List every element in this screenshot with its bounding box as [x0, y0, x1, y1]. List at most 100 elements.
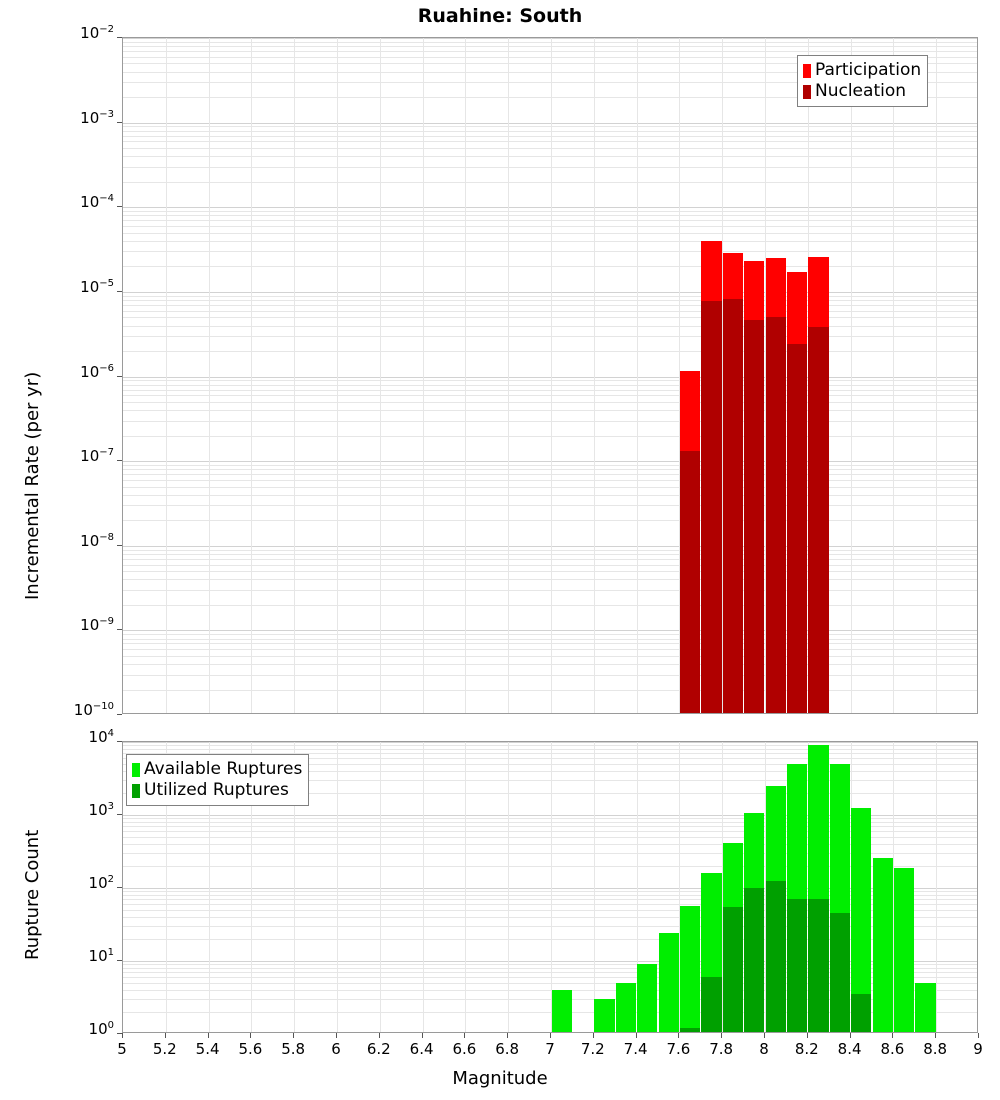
gridline-minor — [123, 220, 977, 222]
gridline-minor — [123, 604, 977, 606]
gridline-major — [123, 888, 977, 889]
x-tick-label: 5 — [117, 1040, 127, 1058]
gridline-minor — [123, 266, 977, 268]
top-panel-y-axis-label: Incremental Rate (per yr) — [22, 371, 43, 600]
x-tick-mark — [507, 1033, 509, 1038]
x-tick-mark — [164, 1033, 166, 1038]
gridline-minor — [123, 763, 977, 765]
y-tick-label: 102 — [88, 874, 114, 892]
bar-utilized-ruptures — [808, 899, 829, 1032]
gridline-vertical — [850, 38, 852, 713]
chart-title: Ruahine: South — [417, 5, 583, 27]
bar-available-ruptures — [915, 982, 936, 1032]
legend-swatch-nucleation — [803, 84, 811, 99]
y-tick-mark — [117, 37, 122, 38]
gridline-vertical — [294, 742, 296, 1032]
gridline-minor — [123, 558, 977, 560]
gridline-minor — [123, 46, 977, 48]
gridline-minor — [123, 486, 977, 488]
x-tick-label: 9 — [973, 1040, 983, 1058]
gridline-vertical — [636, 38, 638, 713]
gridline-major — [123, 38, 977, 39]
gridline-minor — [123, 97, 977, 99]
gridline-vertical — [508, 742, 510, 1032]
x-tick-label: 7.4 — [623, 1040, 648, 1058]
legend-swatch-available-ruptures — [132, 762, 140, 777]
bar-utilized-ruptures — [701, 977, 722, 1032]
gridline-minor — [123, 135, 977, 137]
bar-utilized-ruptures — [765, 880, 786, 1032]
gridline-minor — [123, 474, 977, 476]
gridline-major — [123, 742, 977, 743]
gridline-minor — [123, 226, 977, 228]
x-tick-label: 7.6 — [666, 1040, 691, 1058]
bar-available-ruptures — [551, 990, 572, 1032]
gridline-vertical — [636, 742, 638, 1032]
gridline-minor — [123, 909, 977, 911]
bar-nucleation — [744, 319, 765, 713]
gridline-minor — [123, 520, 977, 522]
gridline-minor — [123, 972, 977, 974]
gridline-vertical — [379, 38, 381, 713]
bottom-panel-legend: Available Ruptures Utilized Ruptures — [126, 754, 310, 806]
bar-available-ruptures — [615, 982, 637, 1032]
gridline-minor — [123, 638, 977, 640]
gridline-minor — [123, 745, 977, 747]
y-tick-mark — [117, 1033, 122, 1034]
x-tick-mark — [122, 1033, 123, 1038]
gridline-minor — [123, 63, 977, 65]
bar-nucleation — [679, 451, 701, 713]
gridline-minor — [123, 71, 977, 73]
gridline-vertical — [208, 742, 210, 1032]
gridline-minor — [123, 977, 977, 979]
gridline-minor — [123, 51, 977, 53]
x-tick-mark — [592, 1033, 594, 1038]
x-tick-label: 7.8 — [709, 1040, 734, 1058]
gridline-minor — [123, 564, 977, 566]
gridline-minor — [123, 866, 977, 868]
gridline-minor — [123, 968, 977, 970]
legend-label-available-ruptures: Available Ruptures — [144, 759, 303, 779]
gridline-minor — [123, 494, 977, 496]
legend-item-available-ruptures[interactable]: Available Ruptures — [132, 759, 302, 780]
x-tick-mark — [678, 1033, 680, 1038]
y-tick-mark — [117, 887, 122, 888]
bottom-panel-y-axis-label: Rupture Count — [22, 829, 43, 960]
legend-item-participation[interactable]: Participation — [803, 60, 921, 81]
legend-item-nucleation[interactable]: Nucleation — [803, 81, 921, 102]
legend-item-utilized-ruptures[interactable]: Utilized Ruptures — [132, 780, 302, 801]
gridline-minor — [123, 818, 977, 820]
gridline-major — [123, 545, 977, 547]
x-tick-label: 8.6 — [880, 1040, 905, 1058]
gridline-minor — [123, 982, 977, 984]
y-tick-label: 10−2 — [80, 24, 114, 42]
gridline-vertical — [251, 742, 253, 1032]
gridline-vertical — [165, 742, 167, 1032]
gridline-minor — [123, 549, 977, 551]
gridline-minor — [123, 435, 977, 437]
gridline-minor — [123, 917, 977, 919]
y-tick-mark — [117, 714, 122, 715]
x-tick-mark — [721, 1033, 723, 1038]
y-tick-mark — [117, 741, 122, 742]
x-tick-label: 7 — [545, 1040, 555, 1058]
gridline-minor — [123, 410, 977, 412]
x-tick-mark — [935, 1033, 937, 1038]
x-tick-mark — [550, 1033, 551, 1038]
bar-nucleation — [765, 317, 786, 713]
gridline-minor — [123, 389, 977, 391]
gridline-minor — [123, 211, 977, 213]
gridline-minor — [123, 664, 977, 666]
gridline-minor — [123, 82, 977, 84]
gridline-vertical — [422, 742, 424, 1032]
gridline-minor — [123, 749, 977, 751]
x-tick-mark — [336, 1033, 337, 1038]
gridline-vertical — [551, 742, 552, 1032]
x-tick-mark — [464, 1033, 466, 1038]
gridline-vertical — [593, 38, 595, 713]
gridline-vertical — [337, 38, 338, 713]
x-tick-mark — [849, 1033, 851, 1038]
y-tick-label: 10−6 — [80, 362, 114, 381]
gridline-minor — [123, 836, 977, 838]
